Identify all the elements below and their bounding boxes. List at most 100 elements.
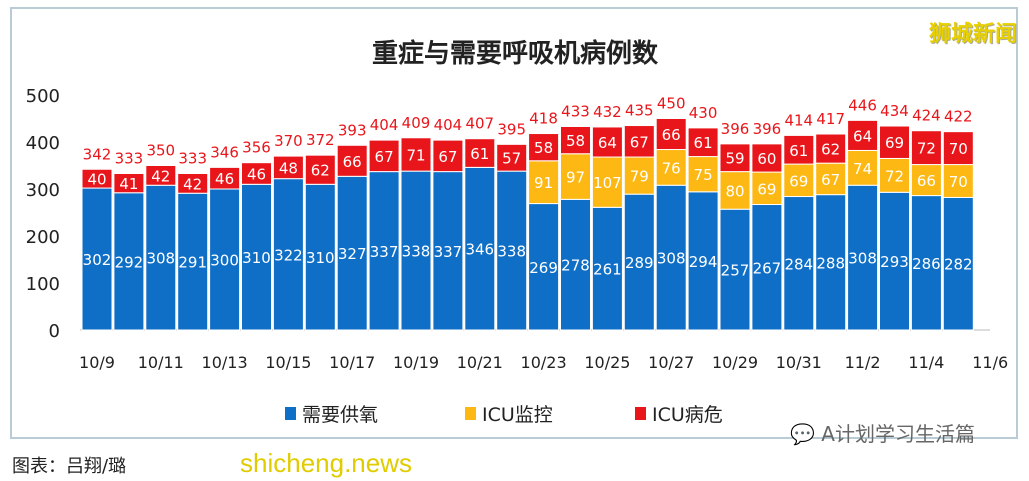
total-label: 350 bbox=[146, 142, 175, 160]
bar-segment bbox=[560, 198, 591, 331]
bar-segment bbox=[209, 166, 241, 190]
bar-segment bbox=[942, 164, 974, 198]
data-label: 57 bbox=[502, 150, 521, 168]
data-label: 308 bbox=[146, 250, 175, 268]
data-label: 79 bbox=[630, 168, 649, 186]
bar-segment bbox=[910, 130, 942, 166]
total-label: 370 bbox=[274, 132, 303, 150]
total-label: 446 bbox=[848, 96, 877, 114]
total-label: 417 bbox=[816, 110, 845, 128]
total-label: 422 bbox=[944, 108, 973, 126]
x-tick-label: 10/21 bbox=[457, 353, 503, 372]
data-label: 46 bbox=[247, 165, 266, 183]
bar-segment bbox=[591, 156, 623, 208]
bar-segment bbox=[400, 170, 432, 331]
data-label: 66 bbox=[917, 172, 936, 190]
data-label: 61 bbox=[470, 145, 489, 163]
legend-label: ICU病危 bbox=[652, 404, 723, 426]
total-label: 434 bbox=[880, 102, 909, 120]
total-label: 396 bbox=[753, 120, 782, 138]
total-label: 450 bbox=[657, 95, 686, 113]
data-label: 41 bbox=[119, 175, 138, 193]
total-label: 404 bbox=[370, 116, 399, 134]
total-label: 407 bbox=[465, 115, 494, 133]
bar-segment bbox=[177, 172, 209, 194]
data-label: 284 bbox=[784, 255, 813, 273]
legend-swatch bbox=[285, 407, 296, 420]
total-label: 395 bbox=[497, 120, 526, 138]
x-tick-label: 11/4 bbox=[908, 353, 944, 372]
logo: 狮城新闻 bbox=[928, 22, 1017, 47]
x-tick-label: 10/11 bbox=[138, 353, 184, 372]
data-label: 72 bbox=[885, 167, 904, 185]
y-tick-label: 300 bbox=[26, 180, 60, 201]
x-tick-label: 10/15 bbox=[265, 353, 311, 372]
bar-segment bbox=[783, 163, 815, 198]
data-label: 269 bbox=[529, 259, 558, 277]
data-label: 64 bbox=[598, 134, 617, 152]
bar-segment bbox=[432, 139, 464, 173]
data-label: 64 bbox=[853, 127, 872, 145]
bar-segment bbox=[496, 143, 528, 172]
data-label: 310 bbox=[242, 249, 271, 267]
data-label: 337 bbox=[370, 243, 399, 261]
data-label: 91 bbox=[534, 174, 553, 192]
data-label: 267 bbox=[753, 259, 782, 277]
data-label: 291 bbox=[178, 254, 207, 272]
legend-label: ICU监控 bbox=[482, 404, 553, 426]
bar-segment bbox=[783, 196, 815, 331]
bar-segment bbox=[687, 156, 719, 193]
data-label: 60 bbox=[757, 150, 776, 168]
data-label: 282 bbox=[944, 256, 973, 274]
bar-segment bbox=[719, 208, 751, 331]
y-tick-label: 0 bbox=[49, 321, 60, 342]
bar-segment bbox=[687, 127, 719, 158]
data-label: 308 bbox=[657, 250, 686, 268]
bar-segment bbox=[623, 193, 655, 331]
bar-segment bbox=[719, 143, 751, 173]
x-tick-label: 10/13 bbox=[202, 353, 248, 372]
bar-segment bbox=[655, 118, 687, 151]
bar-segment bbox=[942, 196, 974, 331]
bar-segment bbox=[719, 171, 751, 210]
wechat-watermark: 💬 A计划学习生活篇 bbox=[790, 422, 975, 446]
y-tick-label: 100 bbox=[26, 274, 60, 295]
wechat-text: A计划学习生活篇 bbox=[821, 422, 975, 446]
bar-segment bbox=[177, 192, 209, 331]
data-label: 338 bbox=[402, 243, 431, 261]
data-label: 288 bbox=[816, 254, 845, 272]
bar-segment bbox=[910, 195, 942, 331]
data-label: 67 bbox=[821, 171, 840, 189]
bar-segment bbox=[751, 204, 783, 331]
legend-swatch bbox=[465, 407, 476, 420]
data-label: 58 bbox=[566, 132, 585, 150]
bar-segment bbox=[591, 126, 623, 158]
bar-segment bbox=[209, 188, 241, 331]
data-label: 42 bbox=[183, 175, 202, 193]
x-tick-label: 10/9 bbox=[79, 353, 115, 372]
bar-segment bbox=[783, 134, 815, 165]
data-label: 70 bbox=[949, 173, 968, 191]
data-label: 58 bbox=[534, 139, 553, 157]
bar-segment bbox=[432, 171, 464, 331]
total-label: 435 bbox=[625, 102, 654, 120]
data-label: 346 bbox=[465, 241, 494, 259]
bar-segment bbox=[145, 184, 177, 331]
data-label: 74 bbox=[853, 160, 872, 178]
x-tick-label: 11/6 bbox=[972, 353, 1008, 372]
data-label: 292 bbox=[115, 253, 144, 271]
bar-segment bbox=[815, 133, 847, 164]
bar-segment bbox=[81, 168, 113, 189]
data-label: 70 bbox=[949, 140, 968, 158]
bar-segment bbox=[368, 139, 400, 173]
total-label: 409 bbox=[402, 114, 431, 132]
total-label: 372 bbox=[306, 131, 335, 149]
data-label: 40 bbox=[87, 171, 106, 189]
bar-segment bbox=[528, 203, 560, 331]
x-tick-label: 10/29 bbox=[712, 353, 758, 372]
bar-segment bbox=[81, 187, 113, 331]
bar-segment bbox=[815, 162, 847, 196]
x-tick-label: 10/31 bbox=[776, 353, 822, 372]
data-label: 75 bbox=[694, 166, 713, 184]
bar-segment bbox=[113, 172, 145, 194]
